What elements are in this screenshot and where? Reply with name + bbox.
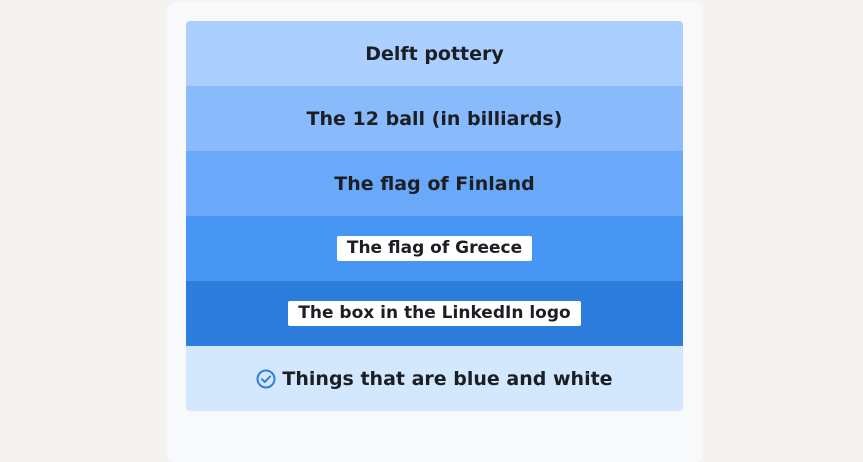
answer-row-3: The flag of Finland — [186, 151, 683, 216]
category-result-row: Things that are blue and white — [186, 346, 683, 411]
category-label: Things that are blue and white — [282, 367, 613, 390]
answer-row-4: The flag of Greece — [186, 216, 683, 281]
answer-label: The 12 ball (in billiards) — [306, 107, 563, 130]
answer-group-stack: Delft pottery The 12 ball (in billiards)… — [186, 21, 683, 411]
answer-row-5: The box in the LinkedIn logo — [186, 281, 683, 346]
category-result: Things that are blue and white — [256, 367, 613, 390]
answer-label: The flag of Greece — [336, 236, 533, 261]
check-circle-icon — [256, 369, 276, 388]
answer-label: The box in the LinkedIn logo — [288, 301, 581, 326]
answer-label: Delft pottery — [365, 42, 504, 65]
answer-row-1: Delft pottery — [186, 21, 683, 86]
answer-label: The flag of Finland — [334, 172, 535, 195]
answer-row-2: The 12 ball (in billiards) — [186, 86, 683, 151]
